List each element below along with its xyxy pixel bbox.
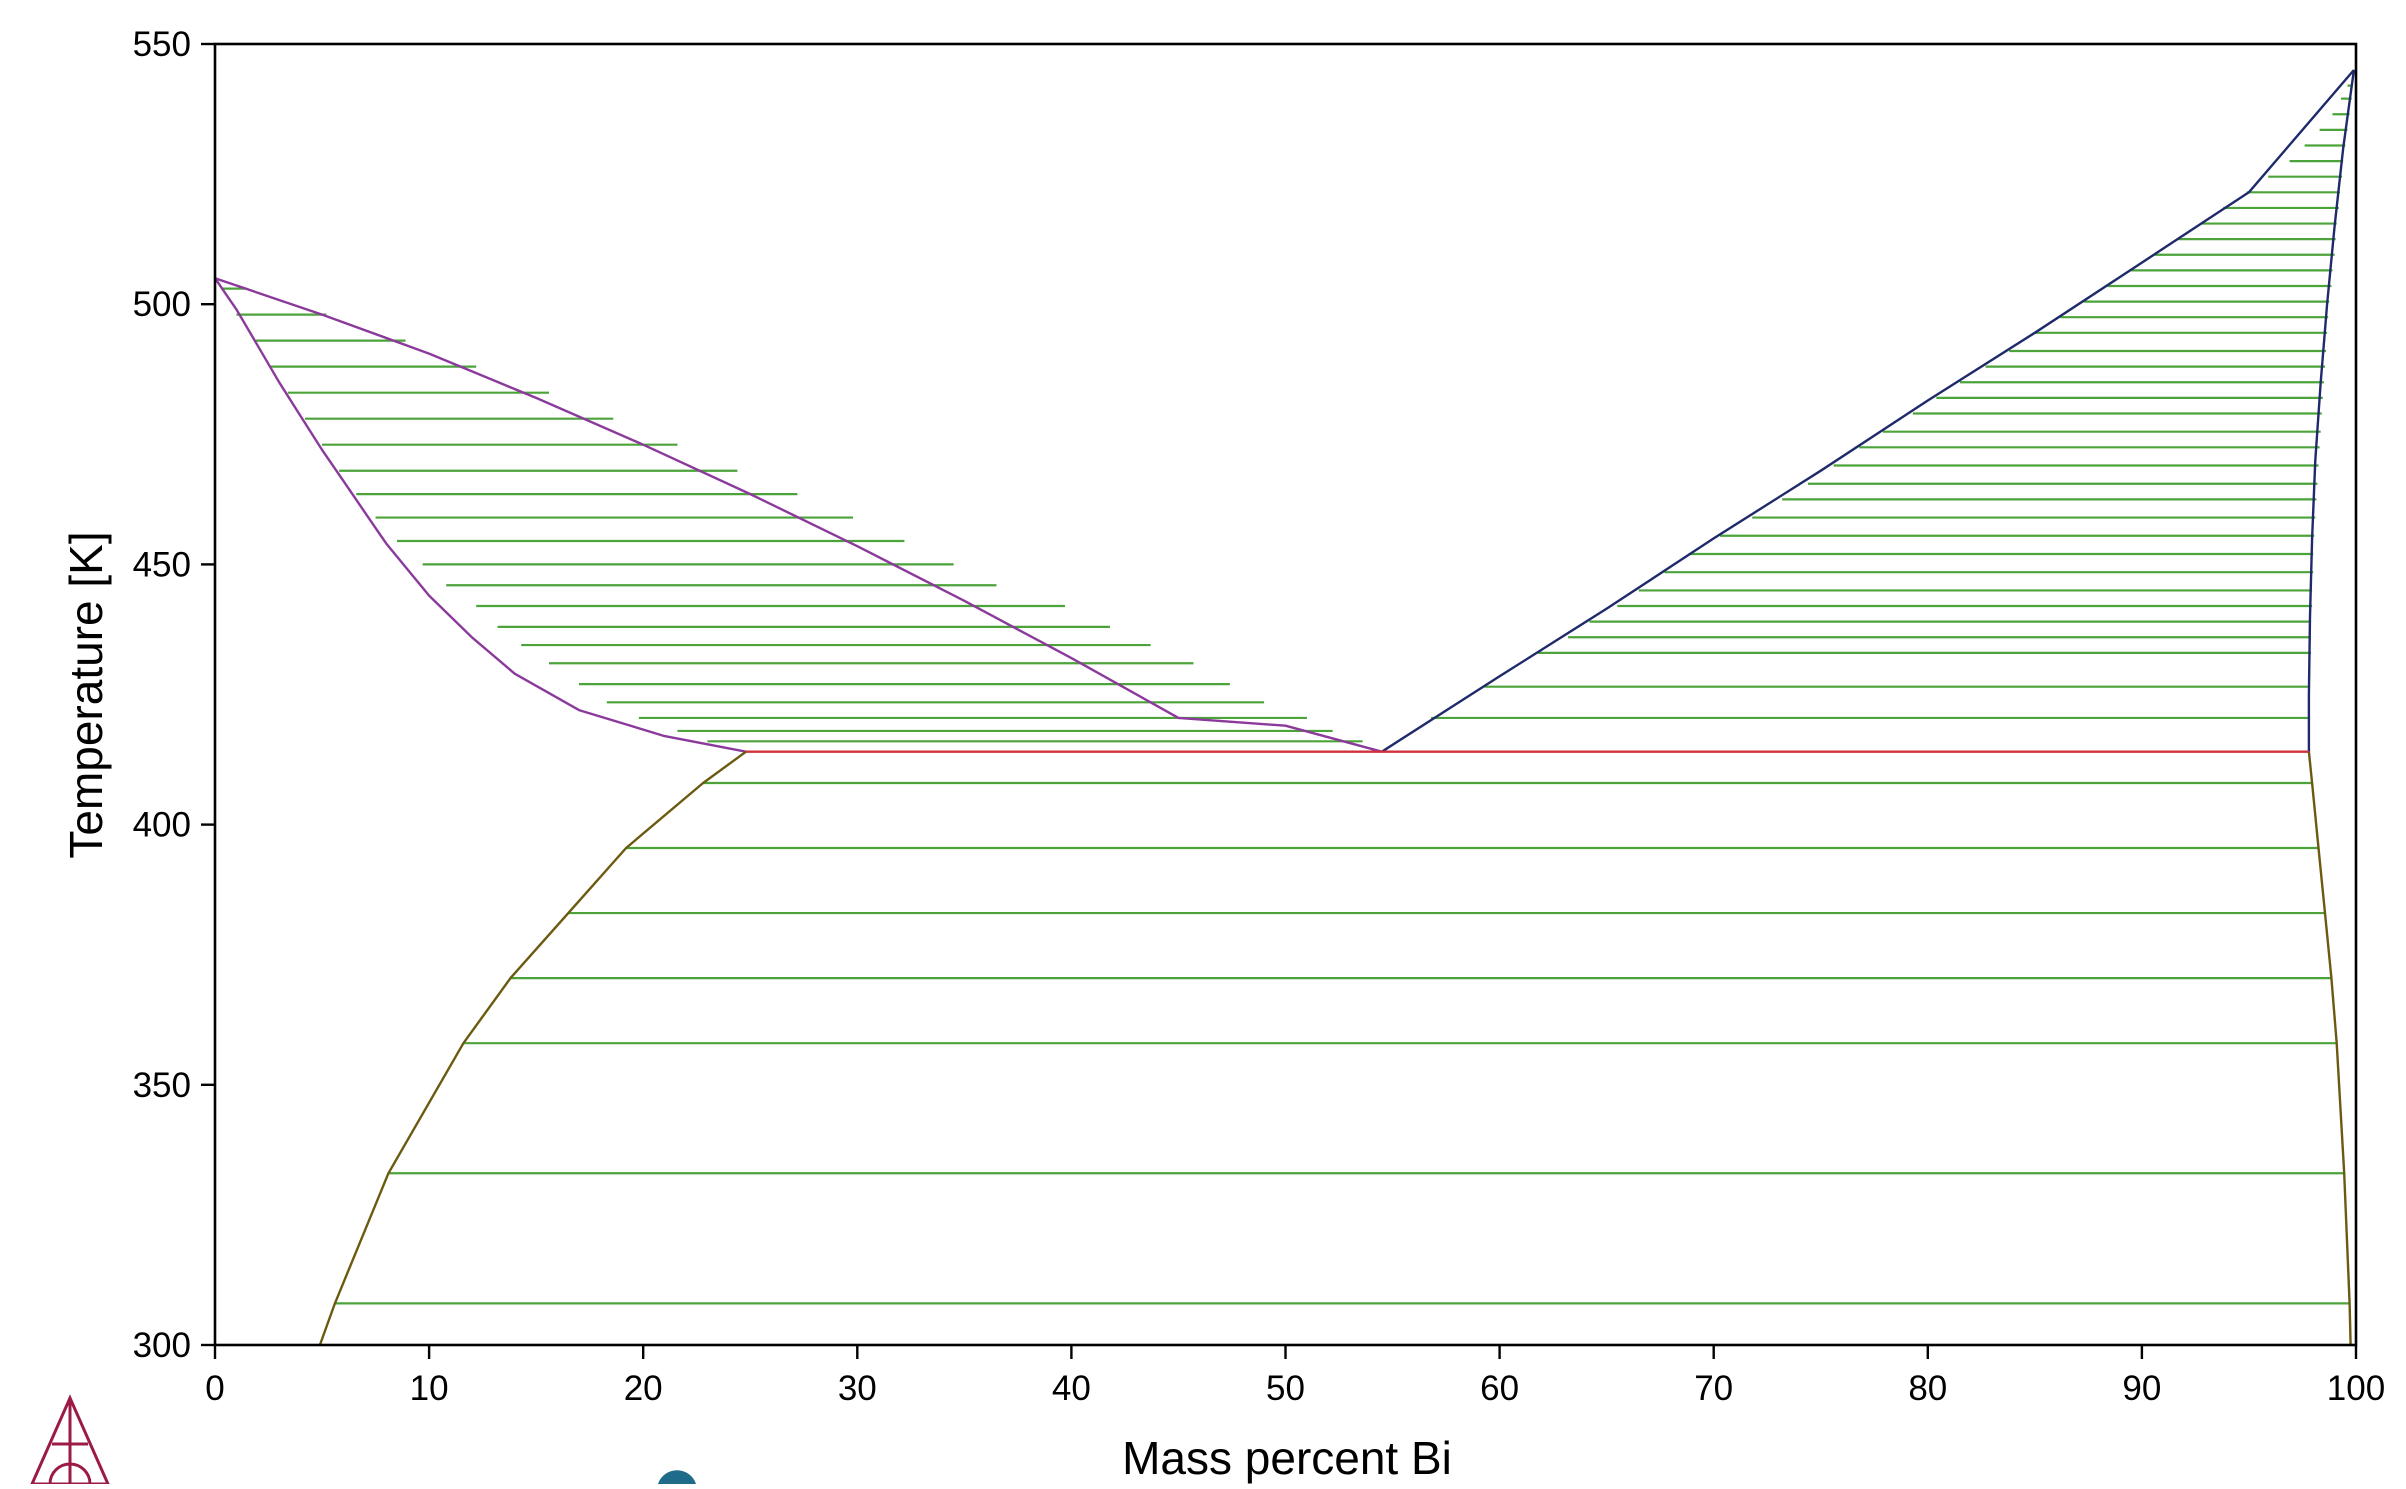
y-axis-title: Temperature [K] [60,531,112,858]
curve-solidus_sn_side [214,277,747,753]
y-tick-label-400: 400 [133,806,191,845]
curve-solvus_sn_side [318,750,747,1346]
x-tick-label-30: 30 [838,1369,877,1408]
logo-partial-circle-icon [658,1470,696,1484]
y-tick-label-450: 450 [133,545,191,584]
tie-lines-layer [221,84,2353,1305]
x-tick-label-20: 20 [624,1369,663,1408]
curve-solidus_bi_side [2307,69,2356,752]
y-tick-label-350: 350 [133,1066,191,1105]
x-tick-label-0: 0 [205,1369,224,1408]
y-tick-label-300: 300 [133,1326,191,1365]
thermo-calc-logo-icon [29,1394,111,1489]
y-tick-label-500: 500 [133,285,191,324]
y-tick-label-550: 550 [133,25,191,64]
x-tick-label-90: 90 [2122,1369,2161,1408]
curve-solvus_bi_side [2307,751,2352,1346]
x-tick-label-100: 100 [2327,1369,2385,1408]
axes-layer: 0 10 20 30 40 50 60 70 80 90 100 300 350 400 450 500 550 [133,25,2386,1408]
phase-boundaries-layer [214,69,2356,1346]
x-tick-label-80: 80 [1908,1369,1947,1408]
x-tick-label-70: 70 [1694,1369,1733,1408]
x-tick-label-50: 50 [1266,1369,1305,1408]
plot-frame [213,42,2358,1347]
x-tick-label-60: 60 [1480,1369,1519,1408]
x-axis-title: Mass percent Bi [1122,1432,1452,1484]
curve-liquidus_bi_side [1381,69,2355,753]
curve-liquidus_sn_side [214,277,1383,753]
x-tick-label-40: 40 [1052,1369,1091,1408]
x-tick-label-10: 10 [410,1369,449,1408]
